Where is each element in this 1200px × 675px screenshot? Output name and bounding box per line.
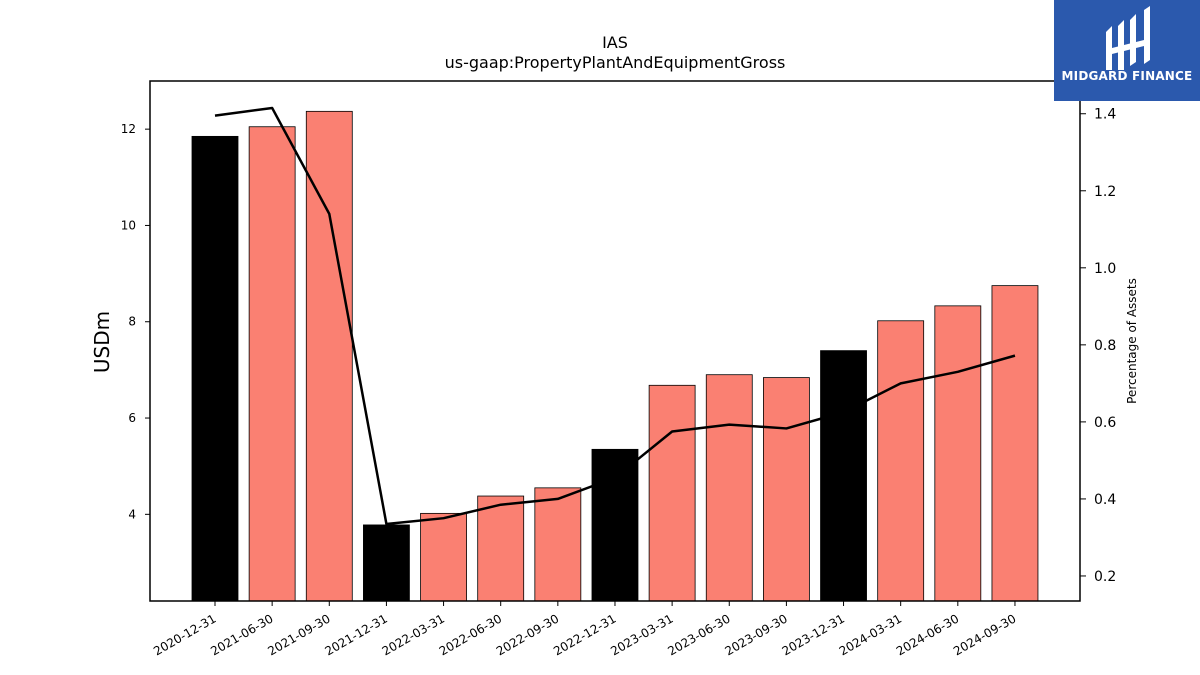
- x-tick-label: 2021-06-30: [208, 611, 275, 658]
- bar: [877, 320, 925, 602]
- bar: [363, 524, 410, 602]
- bar: [763, 377, 810, 602]
- x-tick-label: 2022-06-30: [437, 611, 504, 658]
- bars-layer: [191, 110, 1039, 602]
- chart-subtitle: us-gaap:PropertyPlantAndEquipmentGross: [445, 53, 786, 72]
- x-tick-label: 2021-12-31: [323, 611, 390, 658]
- y2-tick-label: 1.4: [1094, 107, 1116, 123]
- series-line: [214, 106, 1016, 526]
- brand-logo: MIDGARD FINANCE: [1054, 0, 1200, 101]
- x-tick-label: 2022-12-31: [551, 611, 618, 658]
- y-axis-right: 0.2 0.4 0.6 0.8 1.0 1.2 1.4: [1080, 107, 1116, 585]
- bar: [820, 350, 867, 602]
- y2-tick-label: 0.4: [1094, 492, 1116, 508]
- y-axis-label: USDm: [90, 311, 114, 373]
- bar: [191, 135, 239, 602]
- x-tick-label: 2022-03-31: [380, 611, 447, 658]
- x-tick-label: 2022-09-30: [494, 611, 561, 658]
- bar: [305, 110, 353, 602]
- bar: [420, 512, 467, 602]
- y2-tick-label: 0.8: [1094, 338, 1116, 354]
- y-tick-label: 8: [128, 315, 136, 329]
- y-tick-label: 12: [121, 122, 136, 136]
- y2-axis-label: Percentage of Assets: [1125, 278, 1139, 404]
- logo-text: MIDGARD FINANCE: [1061, 69, 1193, 83]
- midgard-logo-icon: [1106, 6, 1150, 70]
- bar: [934, 305, 982, 602]
- y-tick-label: 6: [128, 411, 136, 425]
- x-tick-label: 2024-06-30: [894, 611, 961, 658]
- x-tick-label: 2020-12-31: [151, 611, 218, 658]
- y-tick-label: 10: [121, 218, 136, 232]
- y2-tick-label: 0.2: [1094, 569, 1116, 585]
- bar: [477, 495, 525, 602]
- x-tick-label: 2023-06-30: [665, 611, 732, 658]
- bar: [648, 384, 696, 602]
- x-tick-label: 2023-12-31: [780, 611, 847, 658]
- x-tick-label: 2024-09-30: [951, 611, 1018, 658]
- y-axis-left: 4 6 8 10 12: [121, 122, 150, 521]
- x-tick-label: 2021-09-30: [265, 611, 332, 658]
- bar: [248, 126, 296, 602]
- y2-tick-label: 1.0: [1094, 261, 1116, 277]
- x-tick-label: 2023-03-31: [608, 611, 675, 658]
- x-tick-label: 2023-09-30: [722, 611, 789, 658]
- y2-tick-label: 1.2: [1094, 184, 1116, 200]
- bar: [705, 374, 753, 602]
- line-layer: [214, 106, 1016, 526]
- logo-background: [1054, 0, 1200, 101]
- x-tick-label: 2024-03-31: [837, 611, 904, 658]
- bar: [534, 487, 582, 602]
- bar: [991, 285, 1039, 602]
- y-tick-label: 4: [128, 507, 136, 521]
- x-axis: 2020-12-312021-06-302021-09-302021-12-31…: [151, 601, 1018, 658]
- chart-title: IAS: [602, 33, 628, 52]
- bar: [591, 448, 639, 602]
- y2-tick-label: 0.6: [1094, 415, 1116, 431]
